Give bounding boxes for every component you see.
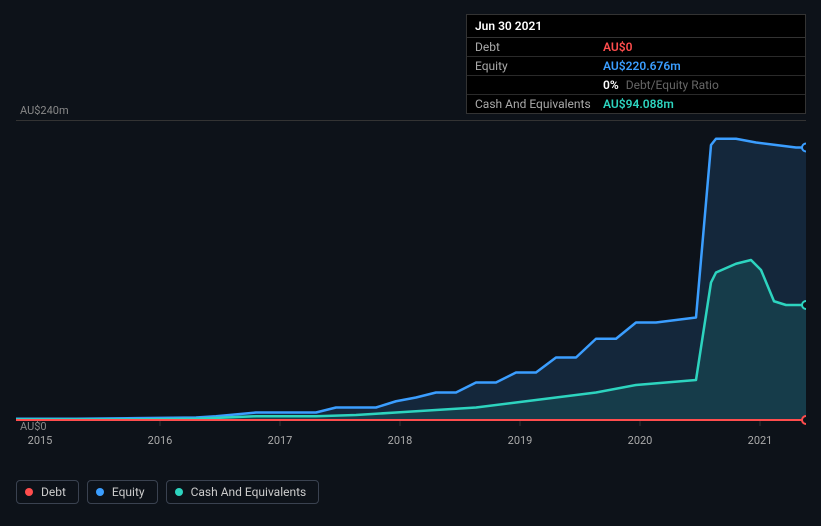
legend-item[interactable]: Cash And Equivalents: [166, 480, 320, 504]
x-axis-label: 2018: [388, 434, 413, 447]
tooltip-ratio-wrap: 0% Debt/Equity Ratio: [603, 78, 719, 92]
x-axis-label: 2019: [508, 434, 533, 447]
x-axis-label: 2016: [148, 434, 173, 447]
legend-dot-icon: [175, 488, 183, 496]
tooltip-debt-label: Debt: [475, 40, 603, 54]
tooltip-row-equity: Equity AU$220.676m: [467, 57, 805, 76]
legend-label: Equity: [112, 485, 145, 499]
legend-label: Debt: [41, 485, 66, 499]
tooltip-ratio-label: Debt/Equity Ratio: [626, 78, 719, 92]
tooltip-ratio-pad: [475, 78, 603, 92]
tooltip-row-debt: Debt AU$0: [467, 38, 805, 57]
chart-container: AU$240m AU$0 201520162017201820192020202…: [16, 120, 806, 500]
tooltip-row-cash: Cash And Equivalents AU$94.088m: [467, 95, 805, 113]
x-axis-label: 2020: [628, 434, 653, 447]
tooltip-equity-label: Equity: [475, 59, 603, 73]
tooltip-date: Jun 30 2021: [467, 15, 805, 38]
tooltip-ratio-value: 0%: [603, 78, 619, 92]
y-axis-min-label: AU$0: [20, 420, 47, 433]
legend-item[interactable]: Equity: [87, 480, 158, 504]
legend-label: Cash And Equivalents: [191, 485, 307, 499]
tooltip-cash-value: AU$94.088m: [603, 97, 674, 111]
tooltip-equity-value: AU$220.676m: [603, 59, 681, 73]
legend-dot-icon: [25, 488, 33, 496]
x-axis-label: 2021: [748, 434, 773, 447]
y-axis-max-label: AU$240m: [20, 104, 69, 117]
legend-dot-icon: [96, 488, 104, 496]
area-chart[interactable]: [16, 120, 806, 460]
tooltip-debt-value: AU$0: [603, 40, 633, 54]
legend-item[interactable]: Debt: [16, 480, 79, 504]
tooltip-row-ratio: 0% Debt/Equity Ratio: [467, 76, 805, 95]
chart-legend: Debt Equity Cash And Equivalents: [16, 480, 319, 504]
x-axis-label: 2017: [268, 434, 293, 447]
x-axis-label: 2015: [28, 434, 53, 447]
tooltip-cash-label: Cash And Equivalents: [475, 97, 603, 111]
chart-tooltip: Jun 30 2021 Debt AU$0 Equity AU$220.676m…: [466, 14, 806, 114]
